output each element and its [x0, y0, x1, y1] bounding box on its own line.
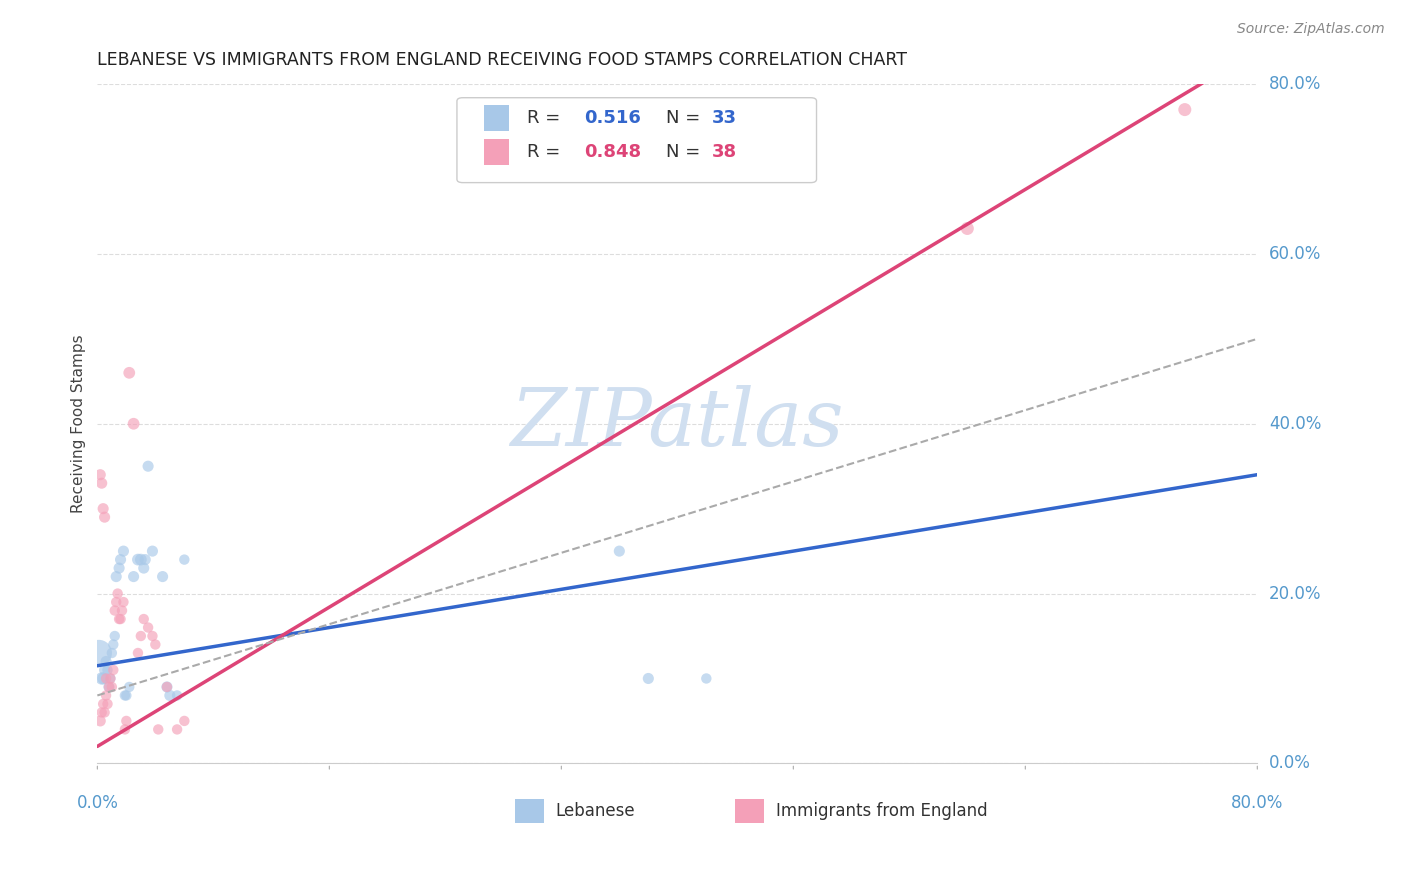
Point — [129, 552, 152, 566]
Point — [110, 552, 132, 566]
Point — [96, 697, 118, 711]
Point — [94, 655, 117, 669]
Point — [136, 459, 159, 474]
Point — [122, 417, 145, 431]
Point — [101, 646, 124, 660]
Point — [93, 706, 115, 720]
Point — [112, 544, 135, 558]
Point — [166, 723, 188, 737]
Point — [107, 586, 129, 600]
Point — [141, 629, 163, 643]
Point — [956, 221, 979, 235]
Point — [127, 646, 149, 660]
Point — [1174, 103, 1197, 117]
Text: N =: N = — [665, 143, 706, 161]
Point — [97, 680, 120, 694]
Point — [100, 672, 122, 686]
Text: 0.848: 0.848 — [585, 143, 641, 161]
Point — [118, 680, 141, 694]
Text: 33: 33 — [711, 109, 737, 127]
Point — [104, 603, 127, 617]
Point — [607, 544, 630, 558]
Point — [89, 467, 111, 482]
Point — [122, 569, 145, 583]
Text: 40.0%: 40.0% — [1268, 415, 1322, 433]
FancyBboxPatch shape — [735, 799, 765, 822]
Text: LEBANESE VS IMMIGRANTS FROM ENGLAND RECEIVING FOOD STAMPS CORRELATION CHART: LEBANESE VS IMMIGRANTS FROM ENGLAND RECE… — [97, 51, 907, 69]
Point — [100, 672, 122, 686]
Point — [152, 569, 174, 583]
Point — [101, 680, 124, 694]
Point — [90, 476, 112, 491]
Point — [90, 672, 112, 686]
Text: Source: ZipAtlas.com: Source: ZipAtlas.com — [1237, 22, 1385, 37]
Point — [103, 638, 125, 652]
Point — [97, 680, 120, 694]
Point — [141, 544, 163, 558]
Text: 0.0%: 0.0% — [1268, 755, 1310, 772]
Point — [87, 646, 110, 660]
Point — [173, 552, 195, 566]
Point — [105, 569, 128, 583]
Point — [114, 689, 136, 703]
Point — [93, 510, 115, 524]
Point — [127, 552, 149, 566]
Point — [110, 612, 132, 626]
Point — [90, 706, 112, 720]
Point — [91, 697, 114, 711]
Point — [96, 663, 118, 677]
Text: Immigrants from England: Immigrants from England — [776, 802, 987, 820]
Point — [695, 672, 717, 686]
Point — [108, 612, 131, 626]
Y-axis label: Receiving Food Stamps: Receiving Food Stamps — [72, 334, 86, 513]
Point — [166, 689, 188, 703]
Point — [173, 714, 195, 728]
FancyBboxPatch shape — [457, 98, 817, 183]
Point — [91, 501, 114, 516]
Point — [93, 663, 115, 677]
Text: 80.0%: 80.0% — [1232, 794, 1284, 812]
Point — [94, 689, 117, 703]
Point — [91, 672, 114, 686]
Text: ZIPatlas: ZIPatlas — [510, 385, 844, 463]
Text: 38: 38 — [711, 143, 737, 161]
Point — [132, 561, 155, 575]
Point — [115, 714, 138, 728]
Point — [136, 621, 159, 635]
Point — [89, 714, 111, 728]
Point — [114, 723, 136, 737]
Text: R =: R = — [526, 143, 565, 161]
Point — [112, 595, 135, 609]
Point — [94, 672, 117, 686]
Point — [132, 612, 155, 626]
Point — [108, 561, 131, 575]
Point — [104, 629, 127, 643]
Point — [115, 689, 138, 703]
Point — [111, 603, 134, 617]
Point — [159, 689, 181, 703]
Text: 80.0%: 80.0% — [1268, 75, 1322, 93]
FancyBboxPatch shape — [515, 799, 544, 822]
Point — [103, 663, 125, 677]
Point — [637, 672, 659, 686]
Point — [143, 638, 166, 652]
Text: 0.0%: 0.0% — [76, 794, 118, 812]
Point — [129, 629, 152, 643]
Point — [105, 595, 128, 609]
Point — [118, 366, 141, 380]
FancyBboxPatch shape — [484, 139, 509, 165]
Text: R =: R = — [526, 109, 565, 127]
Text: N =: N = — [665, 109, 706, 127]
Point — [156, 680, 179, 694]
Text: 20.0%: 20.0% — [1268, 584, 1322, 603]
Text: 60.0%: 60.0% — [1268, 245, 1322, 263]
Point — [156, 680, 179, 694]
FancyBboxPatch shape — [484, 105, 509, 131]
Point — [134, 552, 156, 566]
Text: Lebanese: Lebanese — [555, 802, 636, 820]
Text: 0.516: 0.516 — [585, 109, 641, 127]
Point — [148, 723, 170, 737]
